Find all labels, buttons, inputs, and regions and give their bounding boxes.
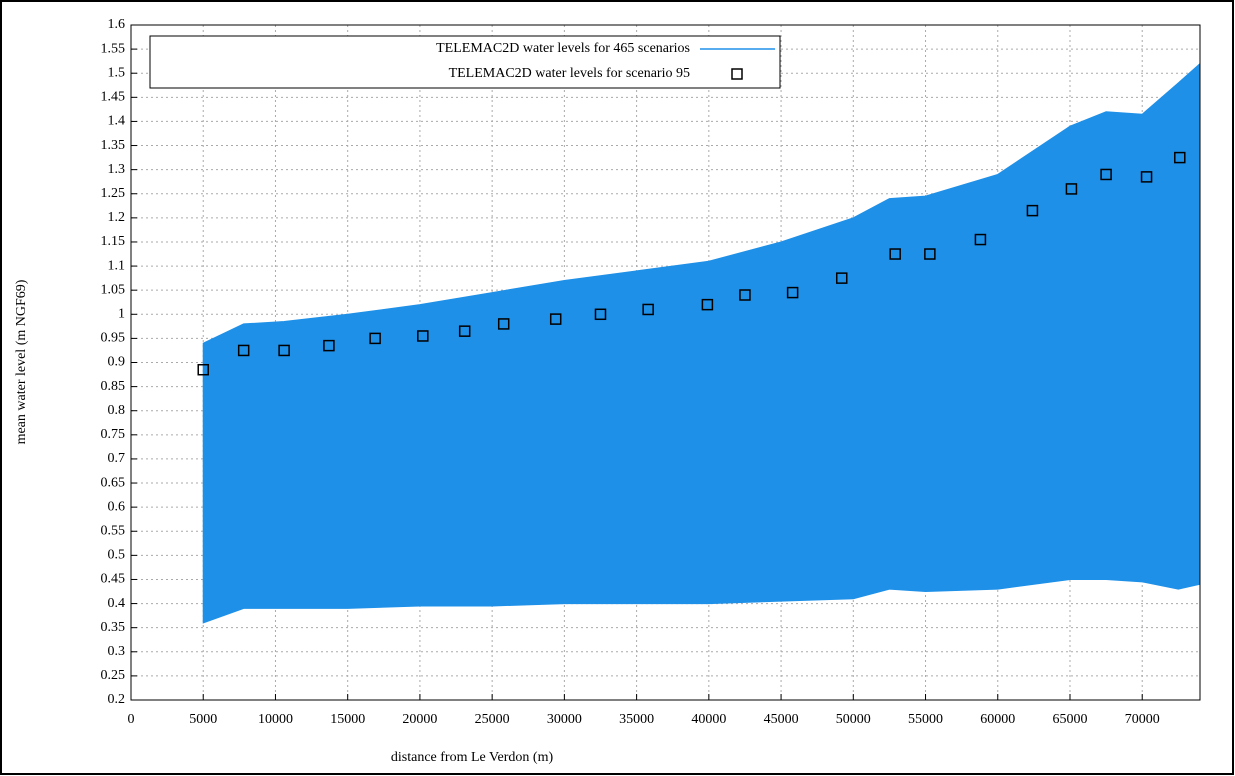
y-tick-label: 1.45 [101,90,126,105]
data-point [1174,151,1186,164]
y-tick-label: 1.15 [101,234,126,249]
y-tick-label: 0.45 [101,572,126,587]
x-tick-label: 0 [128,712,135,727]
scenario-band [202,62,1201,624]
y-tick-label: 0.3 [108,644,126,659]
data-point [1100,168,1112,181]
x-tick-label: 50000 [836,712,871,727]
plot-border [130,24,1201,701]
y-tick-label: 1.4 [108,114,126,129]
data-point [369,332,381,345]
data-point [889,248,901,260]
y-tick-label: 1.2 [108,210,126,225]
x-tick-label: 45000 [764,712,799,727]
data-point [549,313,562,325]
data-point [497,318,510,330]
y-tick-label: 0.35 [101,620,126,635]
y-tick-label: 0.5 [108,548,126,563]
y-tick-label: 0.85 [101,379,126,394]
y-tick-label: 0.4 [108,596,126,611]
x-axis-label: distance from Le Verdon (m) [391,750,554,765]
data-point [924,248,936,260]
y-tick-label: 1.3 [108,162,126,177]
data-point [1026,204,1039,217]
x-tick-label: 10000 [258,712,293,727]
x-tick-label: 5000 [189,712,217,727]
data-point [197,363,209,376]
data-point [278,344,290,357]
y-tick-label: 0.7 [108,451,126,466]
x-tick-label: 60000 [980,712,1015,727]
data-point [701,298,714,311]
y-tick-label: 1.55 [101,41,126,56]
x-tick-label: 35000 [619,712,654,727]
y-tick-label: 1.5 [108,65,126,80]
data-point [323,339,335,352]
x-tick-label: 20000 [402,712,437,727]
y-tick-label: 1.1 [108,258,126,273]
data-point [974,233,987,246]
data-point [594,308,607,321]
legend-label: TELEMAC2D water levels for 465 scenarios [436,41,690,56]
y-tick-label: 0.55 [101,523,126,538]
x-tick-label: 25000 [475,712,510,727]
data-point [237,344,250,357]
y-tick-label: 0.25 [101,668,126,683]
y-tick-label: 0.95 [101,331,126,346]
x-tick-label: 70000 [1125,712,1160,727]
x-tick-label: 55000 [908,712,943,727]
data-point [835,272,848,284]
data-point [417,330,429,342]
data-point [642,303,654,316]
y-tick-label: 0.65 [101,475,126,490]
legend-label: TELEMAC2D water levels for scenario 95 [449,66,690,81]
x-tick-label: 15000 [330,712,365,727]
legend-swatch [731,68,743,80]
data-point [786,286,799,299]
y-tick-label: 0.8 [108,403,126,418]
data-point [1065,183,1078,195]
y-tick-label: 0.75 [101,427,126,442]
y-tick-label: 1 [118,307,125,322]
y-tick-label: 1.05 [101,282,126,297]
y-tick-label: 1.25 [101,186,126,201]
data-point [458,325,471,337]
y-tick-label: 0.9 [108,355,126,370]
data-point [1140,171,1153,183]
y-tick-label: 0.2 [108,692,126,707]
y-tick-label: 0.6 [108,499,126,514]
y-tick-label: 1.6 [108,17,126,32]
x-tick-label: 30000 [547,712,582,727]
y-axis-label: mean water level (m NGF69) [14,279,29,444]
x-tick-label: 40000 [691,712,726,727]
y-tick-label: 1.35 [101,138,126,153]
legend-box [149,35,781,89]
x-tick-label: 65000 [1052,712,1087,727]
data-point [739,289,751,301]
